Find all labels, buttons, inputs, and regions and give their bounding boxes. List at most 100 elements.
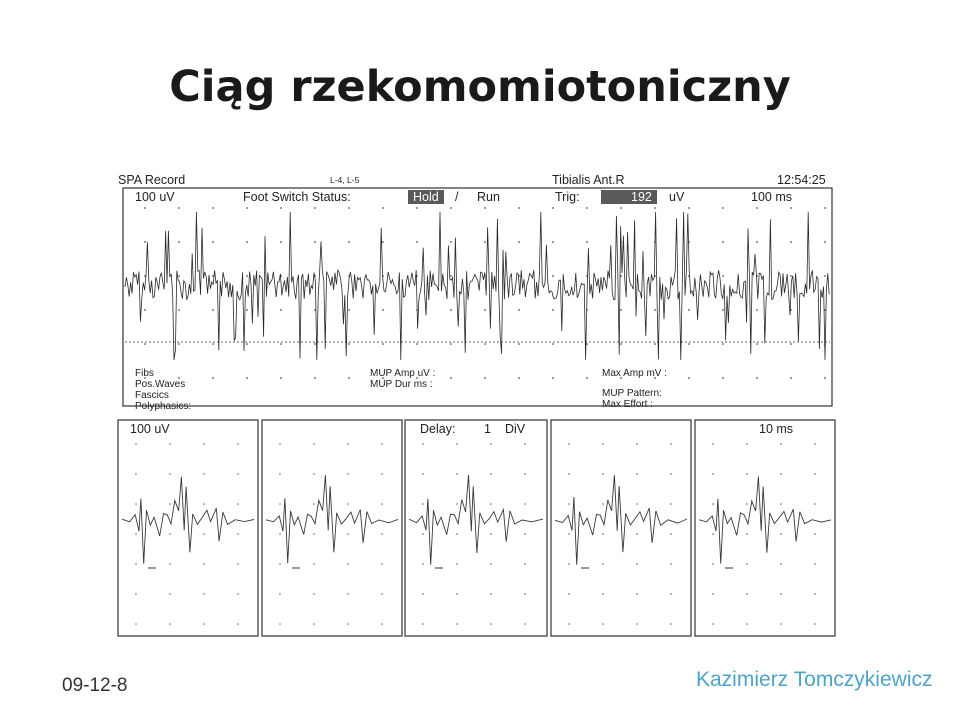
mup-waveform [265,475,399,564]
grid-dot [246,377,248,379]
grid-dot [524,623,526,625]
delay-label: Delay: [420,422,456,436]
grid-dot [135,503,137,505]
grid-dot [178,275,180,277]
trig-label: Trig: [555,190,580,204]
grid-dot [722,275,724,277]
grid-dot [144,207,146,209]
grid-dot [602,623,604,625]
grid-dot [790,241,792,243]
grid-dot [688,377,690,379]
grid-dot [237,563,239,565]
grid-dot [814,533,816,535]
grid-dot [203,533,205,535]
stat-fascics: Fascics [135,390,169,401]
grid-dot [280,377,282,379]
grid-dot [347,443,349,445]
grid-dot [237,533,239,535]
status-slash: / [455,190,459,204]
grid-dot [670,473,672,475]
grid-dot [712,473,714,475]
grid-dot [484,309,486,311]
grid-dot [602,593,604,595]
grid-dot [347,563,349,565]
grid-dot [135,443,137,445]
grid-dot [450,207,452,209]
grid-dot [620,343,622,345]
grid-dot [756,377,758,379]
grid-dot [780,563,782,565]
grid-dot [712,563,714,565]
grid-dot [746,593,748,595]
grid-dot [347,473,349,475]
stats-right: Max Amp mV : MUP Pattern: Max Effort : [602,368,667,410]
grid-dot [490,563,492,565]
grid-dot [169,503,171,505]
grid-dot [178,241,180,243]
grid-dot [144,275,146,277]
grid-dot [144,309,146,311]
grid-dot [722,207,724,209]
grid-dot [314,343,316,345]
grid-dot [568,593,570,595]
grid-dot [246,343,248,345]
grid-dot [237,623,239,625]
grid-dot [279,473,281,475]
grid-dot [422,563,424,565]
grid-dot [490,473,492,475]
grid-dot [347,593,349,595]
grid-dot [279,503,281,505]
grid-dot [348,377,350,379]
top-sweep: 100 ms [751,190,792,204]
grid-dot [746,503,748,505]
grid-dot [279,593,281,595]
grid-dot [586,343,588,345]
grid-dot [780,503,782,505]
grid-dot [169,563,171,565]
grid-dot [212,241,214,243]
top-sensitivity: 100 uV [135,190,175,204]
grid-dot [636,473,638,475]
grid-dot [712,533,714,535]
record-type: SPA Record [118,173,186,187]
grid-dot [518,309,520,311]
grid-dot [347,503,349,505]
grid-dot [518,207,520,209]
grid-dot [824,207,826,209]
grid-dot [169,623,171,625]
grid-dot [824,275,826,277]
grid-dot [814,503,816,505]
emg-traces [117,187,836,637]
grid-dot [382,207,384,209]
grid-dot [313,593,315,595]
grid-dot [568,443,570,445]
record-time: 12:54:25 [777,173,826,187]
mup-panel-frame [261,419,403,637]
grid-dot [314,207,316,209]
grid-dot [670,503,672,505]
grid-dot [602,503,604,505]
grid-dot [636,593,638,595]
grid-dot [280,309,282,311]
grid-dot [636,623,638,625]
grid-dot [381,533,383,535]
mup-waveform [698,476,832,564]
mup-waveform [554,475,688,565]
grid-dot [203,503,205,505]
grid-dot [381,443,383,445]
grid-dot [636,443,638,445]
grid-dot [524,473,526,475]
grid-dot [490,593,492,595]
grid-dot [712,623,714,625]
grid-dot [381,503,383,505]
stat-mup-pattern: MUP Pattern: [602,388,662,399]
grid-dot [814,443,816,445]
grid-dot [422,473,424,475]
delay-unit: DiV [505,422,526,436]
grid-dot [814,563,816,565]
grid-dot [552,343,554,345]
grid-dot [246,275,248,277]
grid-dot [280,343,282,345]
grid-dot [670,623,672,625]
grid-dot [313,623,315,625]
